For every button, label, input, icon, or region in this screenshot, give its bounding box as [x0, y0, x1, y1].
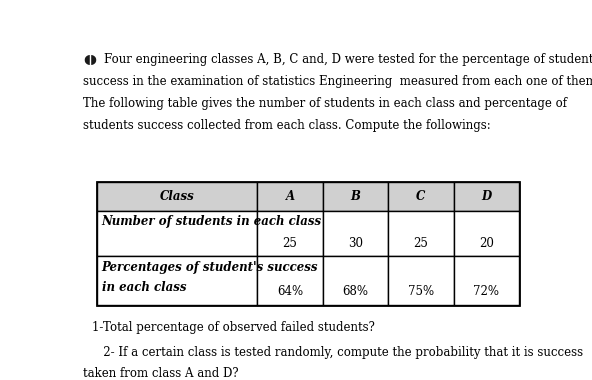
Bar	[453, 182, 519, 211]
Bar	[258, 182, 323, 211]
Text: 72%: 72%	[474, 285, 499, 298]
Bar	[97, 182, 519, 304]
Bar	[323, 211, 388, 256]
Text: 68%: 68%	[343, 285, 368, 298]
Bar	[388, 182, 453, 211]
Text: Four engineering classes A, B, C and, D were tested for the percentage of studen: Four engineering classes A, B, C and, D …	[104, 53, 592, 66]
Bar	[97, 256, 258, 304]
Bar	[97, 211, 258, 256]
Text: 25: 25	[282, 237, 298, 250]
Text: Percentages of student's success: Percentages of student's success	[102, 261, 318, 274]
Text: taken from class A and D?: taken from class A and D?	[83, 367, 239, 380]
Text: C: C	[416, 190, 426, 203]
Text: 64%: 64%	[277, 285, 303, 298]
Bar	[388, 211, 453, 256]
Text: 25: 25	[413, 237, 429, 250]
Bar	[453, 256, 519, 304]
Text: D: D	[481, 190, 491, 203]
Text: 2- If a certain class is tested randomly, compute the probability that it is suc: 2- If a certain class is tested randomly…	[92, 345, 584, 358]
Text: Class: Class	[160, 190, 195, 203]
Bar	[323, 182, 388, 211]
Text: 30: 30	[348, 237, 363, 250]
Text: in each class: in each class	[102, 281, 186, 294]
Text: A: A	[285, 190, 295, 203]
Text: ◖◗: ◖◗	[83, 53, 97, 66]
Text: success in the examination of statistics Engineering  measured from each one of : success in the examination of statistics…	[83, 75, 592, 88]
Bar	[323, 256, 388, 304]
Bar	[97, 182, 258, 211]
Bar	[258, 256, 323, 304]
Text: B: B	[350, 190, 361, 203]
Text: The following table gives the number of students in each class and percentage of: The following table gives the number of …	[83, 97, 567, 110]
Bar	[258, 211, 323, 256]
Bar	[453, 211, 519, 256]
Text: Number of students in each class: Number of students in each class	[102, 215, 321, 228]
Text: students success collected from each class. Compute the followings:: students success collected from each cla…	[83, 119, 491, 132]
Text: 20: 20	[479, 237, 494, 250]
Text: 1-Total percentage of observed failed students?: 1-Total percentage of observed failed st…	[92, 321, 375, 334]
Bar	[388, 256, 453, 304]
Text: 75%: 75%	[408, 285, 434, 298]
